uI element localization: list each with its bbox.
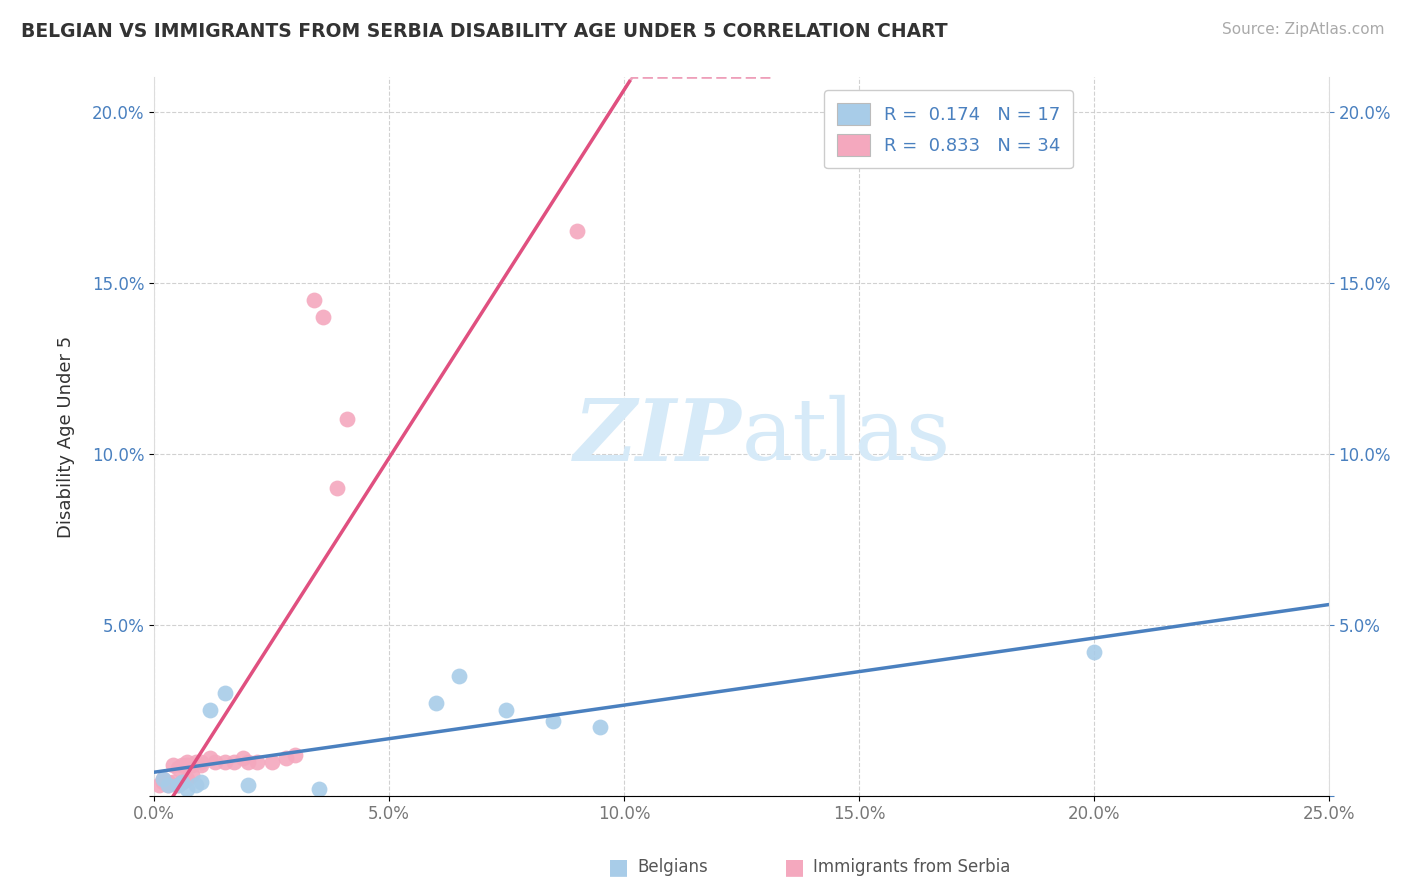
Point <box>148 779 170 793</box>
Point <box>236 755 259 769</box>
Point <box>176 772 198 786</box>
Point <box>336 412 359 426</box>
Point <box>236 779 259 793</box>
Point <box>214 686 236 700</box>
Point <box>284 747 307 762</box>
Point <box>274 751 297 765</box>
Point <box>190 775 212 789</box>
Point <box>180 758 202 772</box>
Point <box>152 772 174 786</box>
Point <box>425 697 447 711</box>
Point <box>543 714 565 728</box>
Point <box>157 779 180 793</box>
Text: atlas: atlas <box>741 395 950 478</box>
Point <box>260 755 283 769</box>
Point <box>180 768 202 782</box>
Point <box>172 775 194 789</box>
Point <box>204 755 226 769</box>
Text: ■: ■ <box>785 857 804 877</box>
Text: Belgians: Belgians <box>637 858 707 876</box>
Legend: R =  0.174   N = 17, R =  0.833   N = 34: R = 0.174 N = 17, R = 0.833 N = 34 <box>824 90 1073 169</box>
Point <box>157 775 180 789</box>
Point <box>1083 645 1105 659</box>
Point <box>162 758 184 772</box>
Point <box>152 772 174 786</box>
Point <box>214 755 236 769</box>
Text: ZIP: ZIP <box>574 395 741 478</box>
Text: Immigrants from Serbia: Immigrants from Serbia <box>813 858 1010 876</box>
Text: ■: ■ <box>609 857 628 877</box>
Point <box>190 755 212 769</box>
Point <box>302 293 325 307</box>
Point <box>232 751 254 765</box>
Point <box>565 224 588 238</box>
Point <box>157 779 180 793</box>
Text: Source: ZipAtlas.com: Source: ZipAtlas.com <box>1222 22 1385 37</box>
Y-axis label: Disability Age Under 5: Disability Age Under 5 <box>58 335 75 538</box>
Point <box>172 758 194 772</box>
Point <box>589 720 612 734</box>
Point <box>172 775 194 789</box>
Text: BELGIAN VS IMMIGRANTS FROM SERBIA DISABILITY AGE UNDER 5 CORRELATION CHART: BELGIAN VS IMMIGRANTS FROM SERBIA DISABI… <box>21 22 948 41</box>
Point <box>200 751 222 765</box>
Point <box>246 755 269 769</box>
Point <box>312 310 335 324</box>
Point <box>176 758 198 772</box>
Point <box>222 755 245 769</box>
Point <box>190 758 212 772</box>
Point <box>166 779 188 793</box>
Point <box>186 779 208 793</box>
Point <box>166 779 188 793</box>
Point <box>308 781 330 796</box>
Point <box>152 775 174 789</box>
Point <box>166 761 188 775</box>
Point <box>449 669 471 683</box>
Point <box>176 755 198 769</box>
Point <box>176 781 198 796</box>
Point <box>186 755 208 769</box>
Point <box>200 703 222 717</box>
Point <box>495 703 517 717</box>
Point <box>326 481 349 495</box>
Point <box>162 775 184 789</box>
